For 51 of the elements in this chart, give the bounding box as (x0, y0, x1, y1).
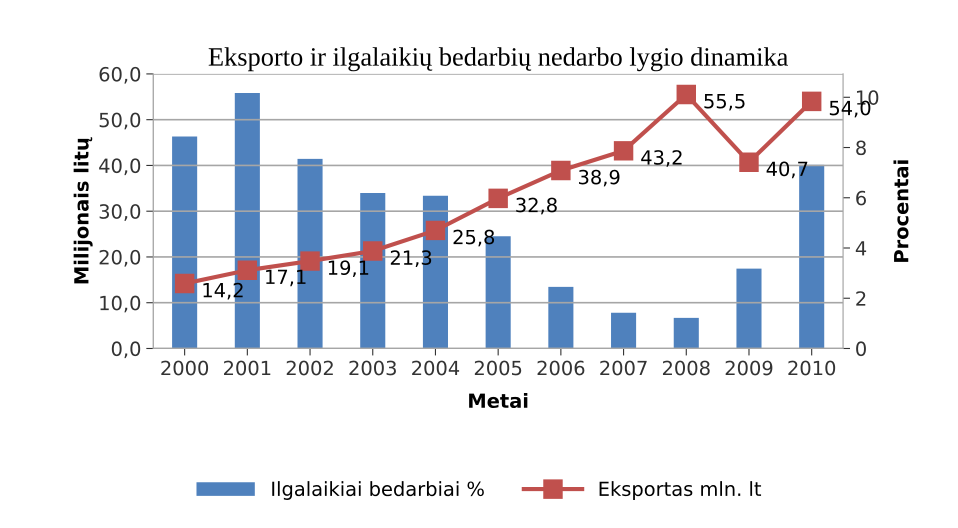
y-tick-label: 20,0 (100, 250, 140, 267)
point (676, 84, 696, 104)
point (238, 260, 258, 280)
chart-title: Eksporto ir ilgalaikių bedarbių nedarbo lygio dinamika (208, 47, 788, 72)
point (174, 274, 194, 294)
point (551, 160, 571, 180)
point (739, 152, 759, 172)
x-axis-title: Metai (469, 392, 528, 408)
y2-tick-label: 8 (856, 140, 866, 156)
y-tick-label: 30,0 (100, 204, 140, 221)
point (802, 92, 822, 112)
data-label: 32,8 (516, 198, 557, 214)
y-tick-label: 10,0 (100, 296, 140, 312)
bar (736, 268, 762, 348)
data-label: 55,5 (704, 94, 745, 110)
legend-label: Ilgalaikiai bedarbiai % (272, 481, 484, 500)
legend-label: Eksportas mln. lt (600, 481, 762, 500)
y-tick-label: 50,0 (100, 112, 140, 130)
y2-tick-label: 6 (856, 190, 866, 206)
y2-tick-label: 4 (856, 241, 866, 256)
point (300, 251, 320, 271)
point (363, 241, 382, 261)
x-tick-label: 2000 (161, 360, 208, 376)
point (426, 220, 446, 240)
bar (611, 312, 636, 348)
x-tick-label: 2005 (474, 360, 522, 376)
y-tick-label: 60,0 (100, 66, 140, 84)
point (488, 188, 508, 208)
bar (172, 136, 198, 348)
data-label: 43,2 (641, 150, 682, 167)
data-label: 25,8 (454, 230, 494, 246)
bar (548, 286, 574, 348)
bar (674, 318, 699, 348)
point (614, 141, 634, 161)
x-tick-label: 2004 (412, 360, 460, 376)
y-tick-label: 40,0 (99, 158, 140, 176)
y-tick-label: 0,0 (112, 341, 140, 358)
y2-axis-title: Procentai (893, 160, 909, 262)
x-tick-label: 2003 (349, 360, 396, 376)
y-axis-title: Milijonais litų (74, 137, 93, 284)
y2-tick-label: 0 (856, 341, 866, 356)
x-tick-label: 2008 (662, 360, 710, 376)
y2-tick-label: 2 (856, 291, 866, 306)
data-label: 21,3 (390, 250, 432, 267)
data-label: 38,9 (579, 170, 620, 186)
x-tick-label: 2010 (788, 360, 836, 376)
x-tick-label: 2002 (286, 360, 333, 376)
x-tick-label: 2009 (726, 360, 772, 376)
x-tick-label: 2006 (538, 360, 584, 376)
x-tick-label: 2001 (224, 360, 270, 376)
x-tick-label: 2007 (600, 360, 647, 376)
